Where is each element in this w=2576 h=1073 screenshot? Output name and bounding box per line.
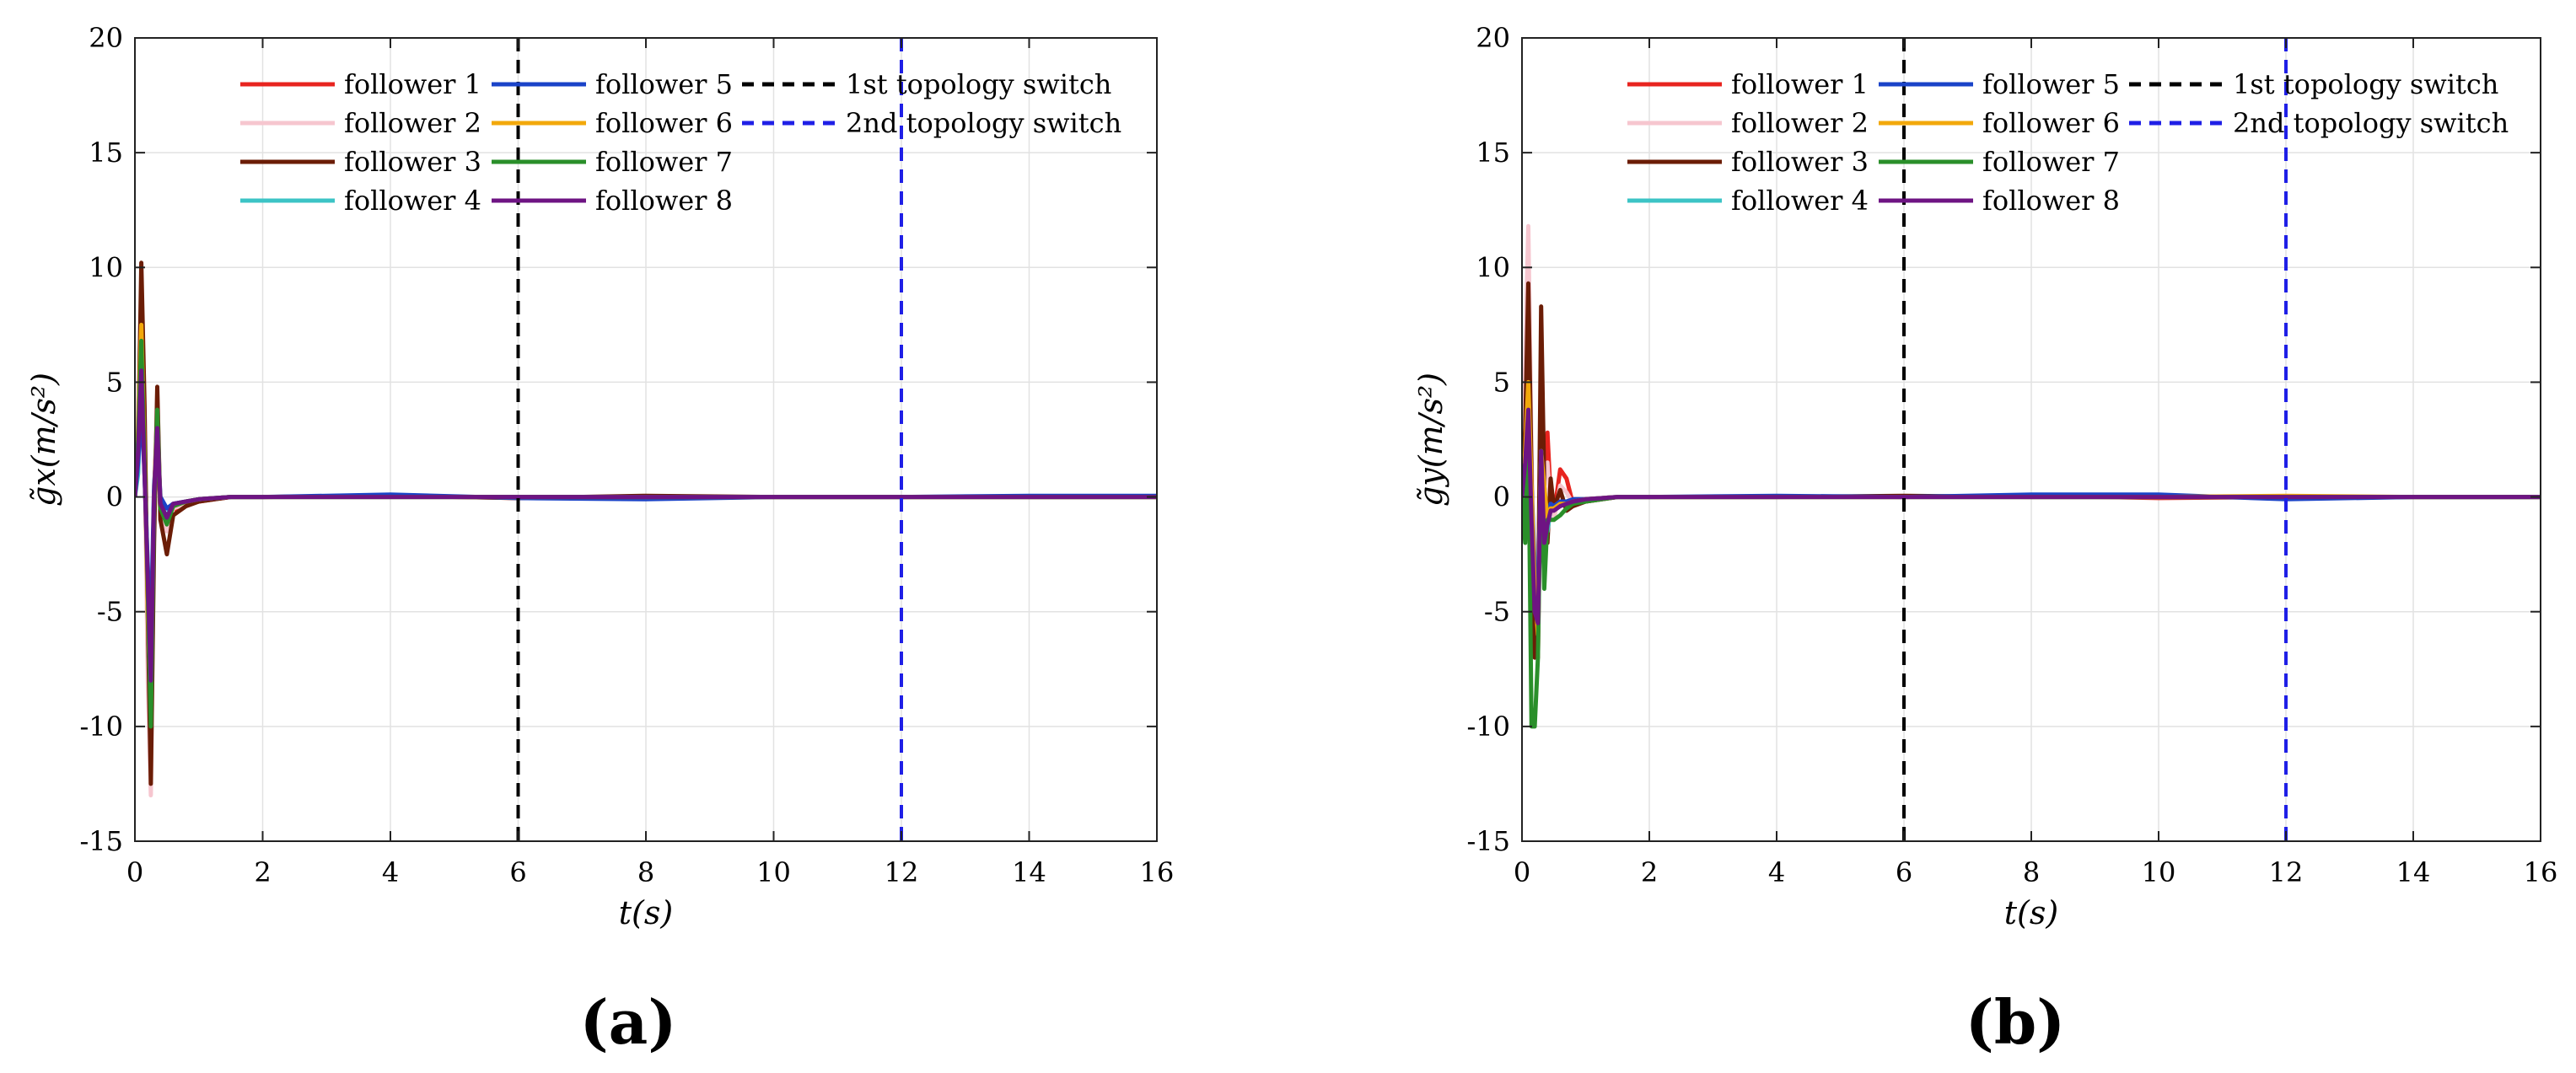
panel-label: (a) <box>580 986 677 1058</box>
legend-entry-follower-4: follower 4 <box>240 185 481 217</box>
legend: follower 1 follower 2 follower 3 follower 4… <box>240 68 1121 217</box>
legend-label: follower 5 <box>595 68 733 100</box>
x-tick-label: 2 <box>1641 856 1658 888</box>
y-tick-label: 10 <box>1476 251 1510 283</box>
legend-entry-follower-6: follower 6 <box>1879 107 2120 139</box>
legend-label: follower 4 <box>344 185 481 217</box>
series-line-follower-8 <box>135 368 1157 683</box>
legend-entry-follower-1: follower 1 <box>240 68 481 100</box>
y-tick-label: 15 <box>89 137 123 169</box>
chart-panel-b: 0 2 4 6 8 10 12 14 16 -15 -10 -5 0 5 10 15 20 t(s) g̃y(m/s… <box>1412 22 2557 1058</box>
x-tick-label: 12 <box>2269 856 2304 888</box>
legend-entry-follower-5: follower 5 <box>492 68 733 100</box>
series-line-follower-8 <box>1522 407 2541 625</box>
x-tick-label: 8 <box>2023 856 2040 888</box>
legend-label: follower 1 <box>344 68 481 100</box>
x-tick-label: 16 <box>1140 856 1175 888</box>
legend-label: follower 6 <box>1982 107 2120 139</box>
plot-area <box>135 38 1157 841</box>
legend-entry-follower-2: follower 2 <box>1627 107 1869 139</box>
x-tick-label: 16 <box>2524 856 2558 888</box>
legend-label: follower 8 <box>595 185 733 217</box>
legend-entry-follower-3: follower 3 <box>240 146 481 178</box>
x-tick-label: 2 <box>254 856 271 888</box>
y-tick-label: 20 <box>1476 22 1510 54</box>
x-tick-label: 4 <box>382 856 399 888</box>
legend-entry-topology-switch-2: 2nd topology switch <box>2129 107 2509 139</box>
legend-entry-follower-8: follower 8 <box>492 185 733 217</box>
legend-entry-follower-1: follower 1 <box>1627 68 1869 100</box>
legend-entry-follower-4: follower 4 <box>1627 185 1869 217</box>
legend-label: follower 8 <box>1982 185 2120 217</box>
x-tick-label: 10 <box>756 856 791 888</box>
legend-entry-follower-6: follower 6 <box>492 107 733 139</box>
legend-label: follower 7 <box>595 146 733 178</box>
y-tick-label: 20 <box>89 22 123 54</box>
y-tick-label: -5 <box>97 596 123 628</box>
legend-entry-follower-7: follower 7 <box>492 146 733 178</box>
y-axis-label: g̃y(m/s²) <box>1412 373 1449 507</box>
legend-entry-topology-switch-2: 2nd topology switch <box>742 107 1121 139</box>
x-tick-label: 12 <box>885 856 919 888</box>
legend-entry-follower-2: follower 2 <box>240 107 481 139</box>
y-axis-label: g̃x(m/s²) <box>25 373 62 507</box>
y-tick-label: 0 <box>1493 481 1510 513</box>
legend-entry-topology-switch-1: 1st topology switch <box>742 68 1111 100</box>
y-tick-label: 10 <box>89 251 123 283</box>
x-axis-label: t(s) <box>619 894 673 931</box>
legend-label: follower 3 <box>344 146 481 178</box>
x-tick-label: 14 <box>2396 856 2431 888</box>
y-tick-label: -5 <box>1484 596 1510 628</box>
legend-label: follower 1 <box>1731 68 1869 100</box>
y-tick-label: -10 <box>79 711 123 743</box>
y-tick-label: 5 <box>1493 366 1510 398</box>
legend-label: follower 6 <box>595 107 733 139</box>
plot-area <box>1522 38 2541 841</box>
legend-label: follower 7 <box>1982 146 2120 178</box>
x-tick-label: 6 <box>509 856 526 888</box>
y-tick-label: -15 <box>79 825 123 857</box>
x-tick-label: 8 <box>637 856 654 888</box>
legend-label: follower 4 <box>1731 185 1869 217</box>
x-tick-label: 6 <box>1896 856 1912 888</box>
x-tick-label: 14 <box>1012 856 1046 888</box>
legend-label: 2nd topology switch <box>846 107 1121 139</box>
panel-label: (b) <box>1966 986 2065 1058</box>
legend-label: follower 5 <box>1982 68 2120 100</box>
y-tick-label: 0 <box>106 481 123 513</box>
legend-label: 1st topology switch <box>2233 68 2498 100</box>
legend: follower 1 follower 2 follower 3 follower 4… <box>1627 68 2509 217</box>
x-tick-label: 10 <box>2142 856 2176 888</box>
chart-panel-a: 0 2 4 6 8 10 12 14 16 -15 -10 -5 0 5 10 15 20 t(s) g̃x(m/s… <box>25 22 1174 1058</box>
legend-label: follower 2 <box>344 107 481 139</box>
legend-entry-follower-8: follower 8 <box>1879 185 2120 217</box>
y-tick-label: -15 <box>1466 825 1510 857</box>
legend-label: 1st topology switch <box>846 68 1111 100</box>
x-tick-label: 0 <box>1514 856 1530 888</box>
legend-entry-follower-5: follower 5 <box>1879 68 2120 100</box>
legend-label: 2nd topology switch <box>2233 107 2509 139</box>
legend-entry-follower-7: follower 7 <box>1879 146 2120 178</box>
y-tick-label: -10 <box>1466 711 1510 743</box>
legend-label: follower 2 <box>1731 107 1869 139</box>
y-tick-label: 15 <box>1476 137 1510 169</box>
legend-entry-follower-3: follower 3 <box>1627 146 1869 178</box>
x-tick-label: 4 <box>1768 856 1785 888</box>
legend-label: follower 3 <box>1731 146 1869 178</box>
x-axis-label: t(s) <box>2004 894 2058 931</box>
legend-entry-topology-switch-1: 1st topology switch <box>2129 68 2498 100</box>
x-tick-label: 0 <box>126 856 143 888</box>
y-tick-label: 5 <box>106 366 123 398</box>
